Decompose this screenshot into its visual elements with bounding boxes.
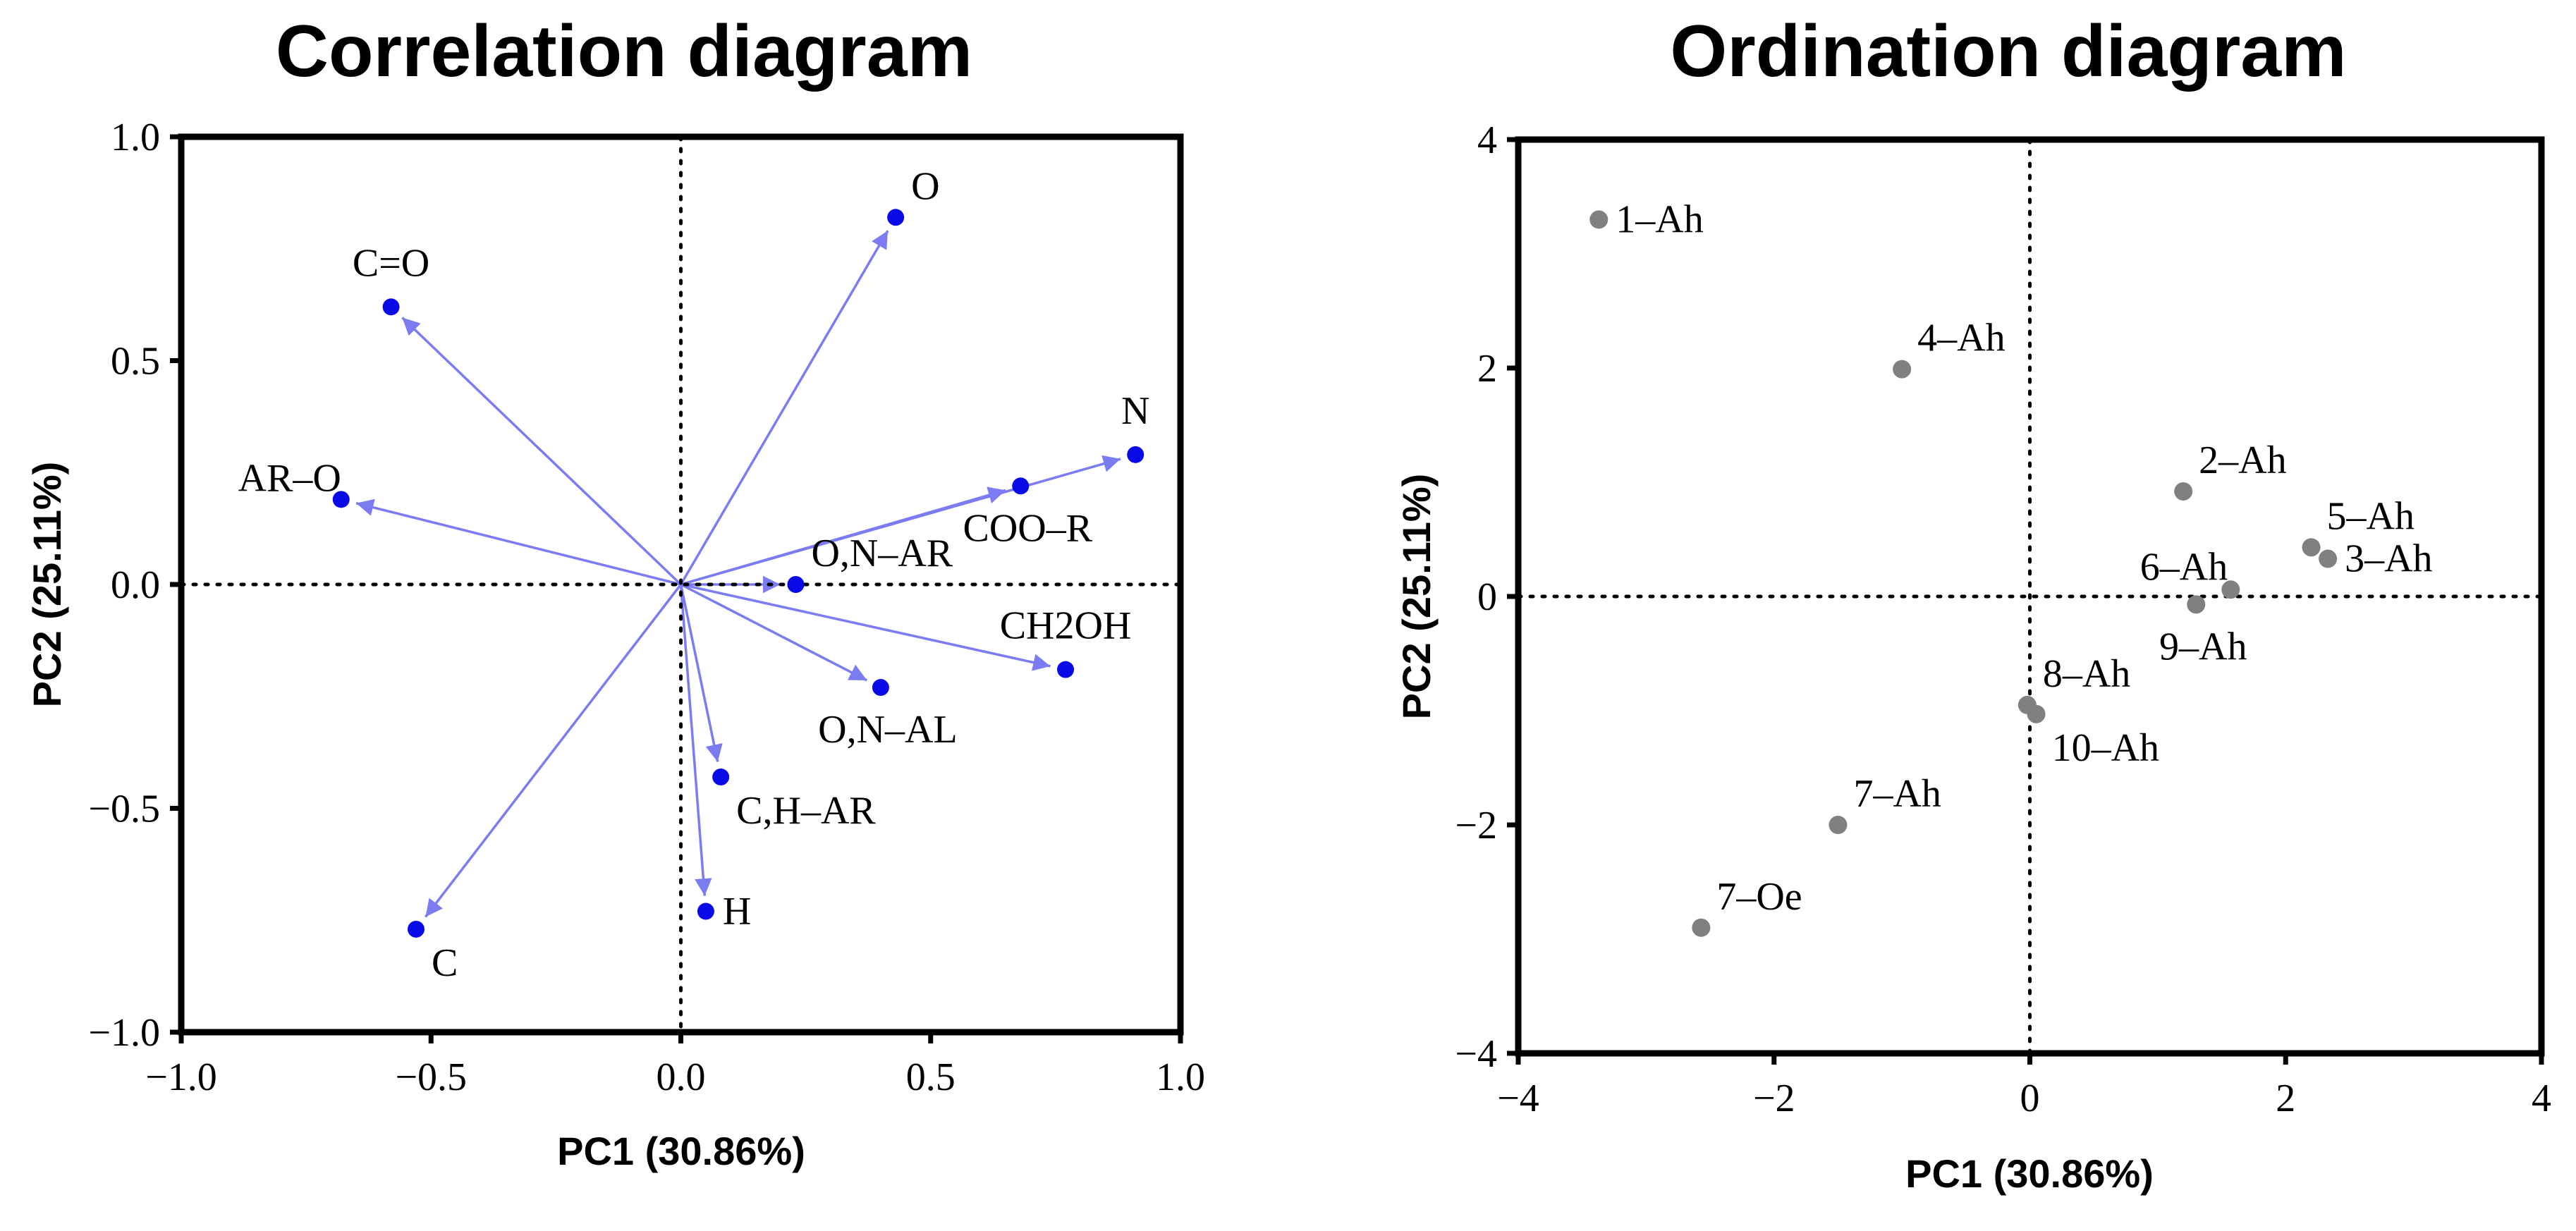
axis-ticks: −4 −2 0 2 4 −4 −2 0 2 4	[1455, 118, 2551, 1120]
y-tick-label: 0.0	[111, 563, 160, 607]
variable-point-c-o	[382, 298, 400, 316]
ordination-y-axis-title: PC2 (25.11%)	[1394, 474, 1439, 720]
sample-label-2-ah: 2–Ah	[2199, 439, 2286, 482]
variable-point-coo-r	[1012, 477, 1030, 495]
variable-point-o	[887, 209, 905, 226]
vector-ch2oh	[680, 583, 1051, 671]
variable-point-o-n-ar	[787, 576, 805, 593]
variable-label-c-h-ar: C,H–AR	[736, 789, 876, 833]
vector-c-h-ar	[679, 584, 723, 762]
y-tick-label: −0.5	[88, 788, 160, 831]
sample-label-8-ah: 8–Ah	[2043, 652, 2130, 696]
sample-point-7-ah	[1829, 816, 1848, 834]
sample-label-9-ah: 9–Ah	[2159, 625, 2247, 668]
ordination-plot-frame	[1515, 136, 2545, 1057]
vector-c	[425, 583, 682, 918]
correlation-x-axis-title: PC1 (30.86%)	[557, 1129, 805, 1173]
vector-o	[679, 230, 889, 585]
sample-point-10-ah	[2027, 704, 2046, 723]
sample-label-1-ah: 1–Ah	[1616, 197, 1703, 241]
sample-point-9-ah	[2187, 595, 2206, 614]
sample-point-5-ah	[2302, 538, 2321, 557]
correlation-y-axis-title: PC2 (25.11%)	[25, 462, 69, 708]
x-tick-label: −2	[1753, 1077, 1795, 1120]
sample-points	[1589, 210, 2338, 937]
variable-point-c-h-ar	[712, 768, 730, 786]
sample-point-1-ah	[1589, 210, 1609, 229]
y-tick-label: 4	[1477, 118, 1497, 162]
ordination-diagram-title: Ordination diagram	[1670, 11, 2346, 92]
sample-label-5-ah: 5–Ah	[2327, 494, 2415, 538]
sample-label-6-ah: 6–Ah	[2140, 545, 2228, 589]
variable-point-o-n-al	[872, 679, 889, 697]
x-tick-label: 1.0	[1156, 1055, 1205, 1099]
variable-label-ar-o: AR–O	[238, 456, 341, 500]
x-tick-label: −0.5	[395, 1055, 467, 1099]
zero-reference-lines	[1516, 137, 2544, 1055]
x-tick-label: 0.5	[906, 1055, 956, 1099]
variable-label-o-n-ar: O,N–AR	[811, 532, 953, 575]
y-tick-label: −1.0	[88, 1011, 160, 1055]
variable-point-ch2oh	[1057, 661, 1075, 678]
variable-point-h	[697, 902, 714, 920]
sample-point-2-ah	[2174, 482, 2193, 501]
variable-label-c: C	[432, 941, 458, 985]
sample-label-7-oe: 7–Oe	[1716, 875, 1802, 919]
sample-label-3-ah: 3–Ah	[2345, 537, 2432, 581]
variable-point-n	[1127, 446, 1144, 463]
x-tick-label: −1.0	[145, 1055, 217, 1099]
y-tick-label: −4	[1455, 1032, 1497, 1076]
variable-point-c	[407, 920, 425, 938]
variable-label-c-o: C=O	[353, 241, 429, 285]
variable-point-ar-o	[332, 491, 350, 508]
variable-points	[332, 209, 1144, 938]
variable-label-o-n-al: O,N–AL	[818, 708, 958, 752]
ordination-x-axis-title: PC1 (30.86%)	[1905, 1151, 2154, 1196]
zero-reference-lines	[179, 135, 1183, 1034]
y-tick-label: 2	[1477, 347, 1497, 391]
y-tick-label: −2	[1455, 804, 1497, 847]
sample-labels: 1–Ah 4–Ah 2–Ah 5–Ah3–Ah 6–Ah 9–Ah 8–Ah 10–Ah 7–A…	[1616, 197, 2432, 918]
variable-label-ch2oh: CH2OH	[1000, 604, 1132, 648]
sample-point-4-ah	[1893, 360, 1912, 379]
variable-labels: O C=O AR–O N COO–RO,N–AR CH2OH O,N–AL C,H–AR H C	[238, 164, 1150, 985]
sample-point-3-ah	[2319, 549, 2338, 568]
vector-coo-r	[680, 486, 1006, 586]
correlation-diagram-title: Correlation diagram	[276, 11, 972, 92]
variable-label-h: H	[723, 890, 751, 933]
y-tick-label: 1.0	[111, 116, 160, 159]
x-tick-label: 0.0	[657, 1055, 706, 1099]
correlation-diagram-panel: Correlation diagram −1.0 −0.5 0.0 0.5 1.0−1.…	[25, 11, 1205, 1173]
sample-point-7-oe	[1692, 918, 1711, 937]
ordination-diagram-panel: Ordination diagram −4 −2 0 2 4 −4 −2 0 2 4 1–Ah 4–…	[1394, 11, 2551, 1196]
axis-ticks: −1.0 −0.5 0.0 0.5 1.0 −1.0 −0.5 0.0 0.5 1.0	[88, 116, 1205, 1099]
x-tick-label: 4	[2532, 1077, 2551, 1120]
correlation-plot-frame	[178, 133, 1184, 1036]
y-tick-label: 0	[1477, 575, 1497, 619]
x-tick-label: 0	[2020, 1077, 2040, 1120]
vector-ar-o	[355, 498, 681, 586]
vector-h	[679, 584, 712, 896]
sample-label-4-ah: 4–Ah	[1917, 317, 2005, 360]
vector-o-n-al	[680, 583, 868, 682]
y-tick-label: 0.5	[111, 340, 160, 384]
sample-label-10-ah: 10–Ah	[2052, 726, 2159, 770]
sample-label-7-ah: 7–Ah	[1853, 772, 1941, 816]
x-tick-label: 2	[2276, 1077, 2295, 1120]
x-tick-label: −4	[1497, 1077, 1539, 1120]
sample-point-6-ah	[2221, 580, 2240, 599]
variable-label-coo-r: COO–R	[963, 506, 1092, 550]
variable-label-o: O	[911, 164, 939, 208]
vector-c-o	[401, 317, 682, 586]
variable-label-n: N	[1121, 389, 1149, 433]
